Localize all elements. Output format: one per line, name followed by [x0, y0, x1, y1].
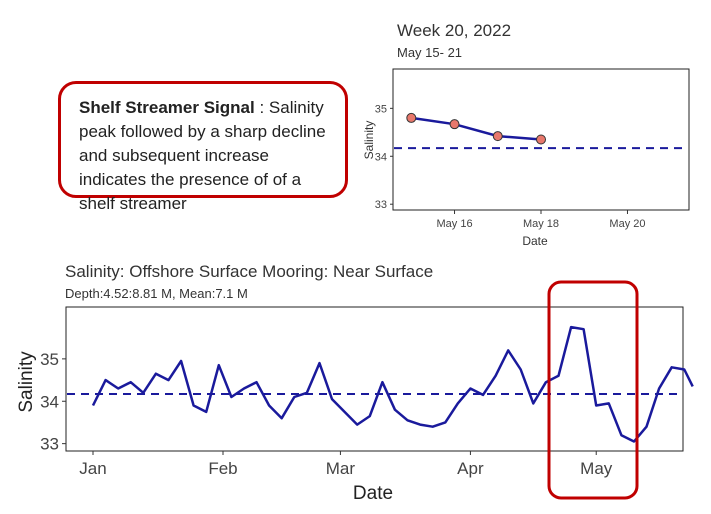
main-x-tick-label: Feb — [208, 459, 237, 478]
week-y-tick-label: 35 — [375, 103, 387, 115]
week-y-axis-label: Salinity — [362, 121, 376, 160]
main-x-tick-label: Mar — [326, 459, 356, 478]
main-series-line — [91, 325, 694, 443]
week-x-tick-label: May 18 — [523, 218, 559, 230]
main-x-axis: Jan Feb Mar Apr May — [79, 451, 613, 478]
main-x-tick-label: May — [580, 459, 613, 478]
week-data-point — [406, 112, 417, 123]
main-series — [91, 325, 694, 443]
main-y-tick-label: 34 — [40, 392, 59, 411]
main-x-tick-label: Apr — [457, 459, 484, 478]
week-y-tick-label: 34 — [375, 151, 387, 163]
main-y-axis-label: Salinity — [16, 351, 37, 413]
week-data-point — [492, 131, 503, 142]
main-y-tick-label: 33 — [40, 435, 59, 454]
week-chart-subtitle: May 15- 21 — [397, 45, 462, 60]
week-series-line — [411, 116, 542, 141]
week-y-axis: 33 34 35 — [375, 103, 393, 211]
week-x-axis-label: Date — [522, 234, 548, 248]
main-y-axis: 33 34 35 — [40, 350, 66, 454]
callout-text: : Salinity peak followed by a sharp decl… — [79, 98, 326, 213]
week-x-axis: May 16 May 18 May 20 — [436, 210, 646, 230]
shelf-streamer-callout: Shelf Streamer Signal : Salinity peak fo… — [58, 81, 348, 213]
main-x-tick-label: Jan — [79, 459, 106, 478]
main-chart-title: Salinity: Offshore Surface Mooring: Near… — [65, 262, 433, 281]
week-chart-title: Week 20, 2022 — [397, 21, 511, 40]
main-chart-subtitle: Depth:4.52:8.81 M, Mean:7.1 M — [65, 286, 248, 301]
week-x-tick-label: May 16 — [436, 218, 472, 230]
week-y-tick-label: 33 — [375, 199, 387, 211]
week-x-tick-label: May 20 — [609, 218, 645, 230]
may-highlight-box — [547, 280, 639, 500]
week-data-point — [536, 134, 546, 145]
main-y-tick-label: 35 — [40, 350, 59, 369]
week-data-point — [449, 119, 460, 130]
main-chart-frame — [65, 306, 684, 452]
callout-title: Shelf Streamer Signal — [79, 98, 255, 117]
main-x-axis-label: Date — [353, 483, 393, 504]
week-series — [406, 112, 546, 145]
